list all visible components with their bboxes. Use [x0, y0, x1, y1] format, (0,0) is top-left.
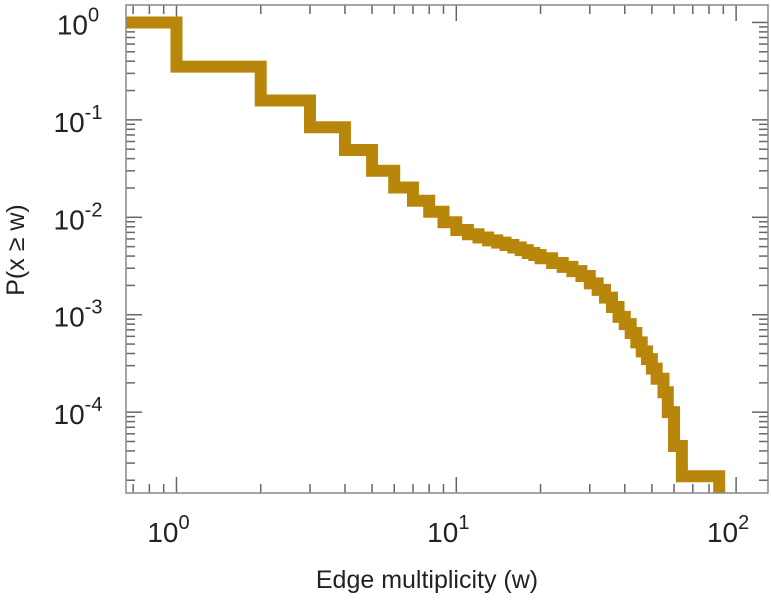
- y-tick-label: 10-2: [54, 199, 103, 235]
- y-tick-label: 10-3: [54, 297, 103, 333]
- tick-labels: 100 101 102 100 10-1 10-2 10-3 10-4: [54, 4, 750, 548]
- y-tick-label: 10-4: [54, 394, 103, 430]
- y-axis-label: P(x ≥ w): [2, 204, 30, 296]
- plot-frame: [125, 4, 769, 494]
- x-tick-label: 101: [427, 512, 469, 548]
- x-axis-label: Edge multiplicity (w): [316, 566, 538, 594]
- series-line-ccdf: [126, 16, 726, 493]
- x-tick-label: 100: [147, 512, 189, 548]
- y-tick-label: 10-1: [54, 102, 103, 138]
- x-tick-label: 102: [707, 512, 749, 548]
- y-tick-label: 100: [57, 4, 99, 40]
- axis-ticks: [126, 5, 768, 493]
